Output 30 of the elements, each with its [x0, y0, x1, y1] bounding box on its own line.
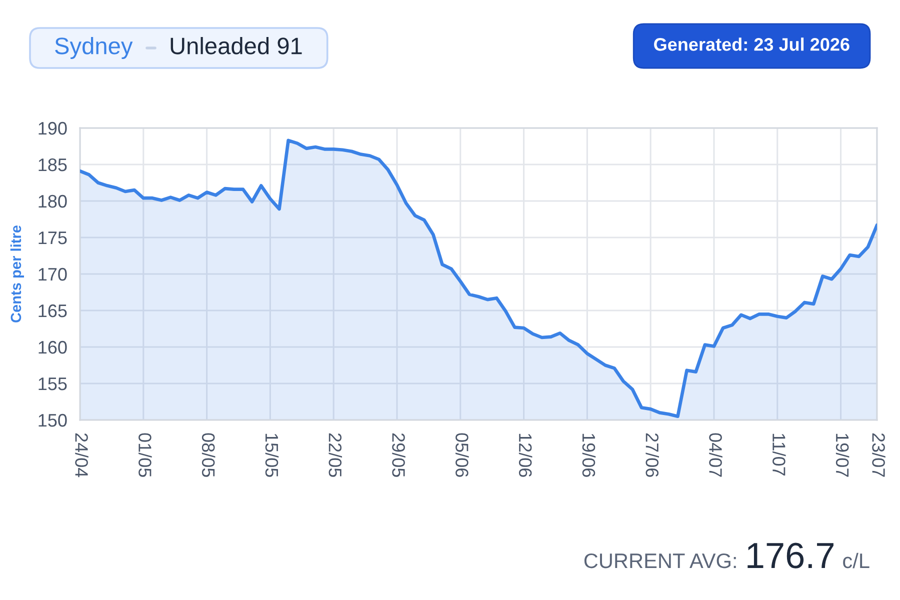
- x-tick-label: 22/05: [328, 433, 342, 477]
- x-tick-label: 04/07: [709, 433, 722, 477]
- x-tick-label: 23/07: [872, 433, 886, 477]
- y-tick-label: 185: [38, 158, 67, 172]
- y-tick-label: 190: [38, 122, 67, 135]
- y-tick-label: 170: [38, 268, 67, 281]
- chart-subtitle: Unleaded 91: [170, 36, 302, 54]
- text: 176.7: [748, 542, 834, 568]
- x-tick-label: 19/07: [836, 434, 850, 477]
- x-tick-label: 15/05: [265, 434, 279, 477]
- x-tick-label: 08/05: [202, 433, 216, 477]
- y-tick-label: 155: [38, 378, 67, 390]
- x-tick-label: 29/05: [392, 433, 406, 477]
- x-tick-label: 05/06: [456, 433, 469, 477]
- x-tick-label: 01/05: [138, 433, 152, 477]
- y-tick-label: 165: [38, 304, 67, 318]
- x-tick-label: 11/07: [772, 434, 786, 476]
- y-tick-label: 160: [38, 340, 67, 354]
- y-tick-label: 180: [38, 194, 67, 208]
- x-tick-label: 24/04: [75, 433, 88, 478]
- text: Generated: 23 Jul 2026: [654, 38, 850, 51]
- y-axis-title: Cents per litre: [10, 225, 24, 322]
- text: CURRENT AVG:: [584, 553, 736, 568]
- x-tick-label: 27/06: [646, 433, 659, 477]
- x-tick-label: 12/06: [518, 434, 532, 477]
- chart-title: Sydney: [55, 36, 133, 60]
- text: c/L: [843, 552, 870, 568]
- y-tick-label: 175: [38, 232, 67, 244]
- y-tick-label: 150: [38, 414, 67, 427]
- x-tick-label: 19/06: [582, 434, 596, 477]
